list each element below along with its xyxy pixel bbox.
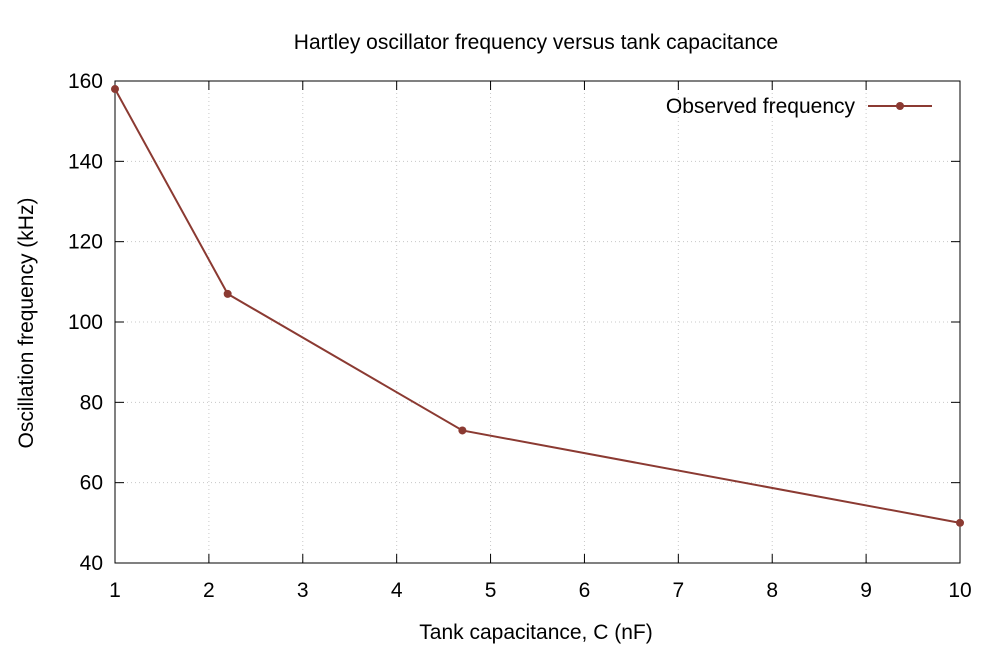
legend: Observed frequency (666, 95, 932, 118)
x-tick-label: 10 (948, 579, 971, 602)
series-layer (111, 85, 964, 527)
grid-layer (115, 81, 960, 563)
y-tick-label: 40 (80, 552, 103, 575)
x-tick-label: 3 (297, 579, 309, 602)
y-tick-label: 140 (68, 150, 103, 173)
plot-frame (114, 80, 961, 564)
x-tick-label: 5 (485, 579, 497, 602)
x-tick-label: 8 (766, 579, 778, 602)
x-axis-label: Tank capacitance, C (nF) (419, 621, 652, 644)
data-point (956, 518, 964, 527)
data-point (458, 426, 467, 435)
chart-title: Hartley oscillator frequency versus tank… (294, 31, 778, 54)
axes-layer: 1 2 3 4 5 6 7 8 9 10 40 60 80 100 120 140 160 (68, 70, 972, 602)
data-point (223, 289, 232, 298)
x-tick-label: 4 (391, 579, 403, 602)
y-tick-label: 100 (68, 311, 103, 334)
x-tick-label: 6 (579, 579, 591, 602)
y-tick-label: 80 (80, 391, 103, 414)
series-line (114, 88, 961, 524)
y-tick-label: 60 (80, 472, 103, 495)
x-tick-label: 7 (672, 579, 684, 602)
y-tick-label: 160 (68, 70, 103, 93)
data-point (111, 85, 119, 94)
y-axis-label: Oscillation frequency (kHz) (15, 198, 38, 449)
legend-marker-swatch (896, 102, 904, 110)
x-tick-label: 2 (203, 579, 215, 602)
x-tick-label: 1 (109, 579, 121, 602)
y-tick-label: 120 (68, 231, 103, 254)
x-tick-label: 9 (860, 579, 872, 602)
legend-label: Observed frequency (666, 95, 856, 118)
